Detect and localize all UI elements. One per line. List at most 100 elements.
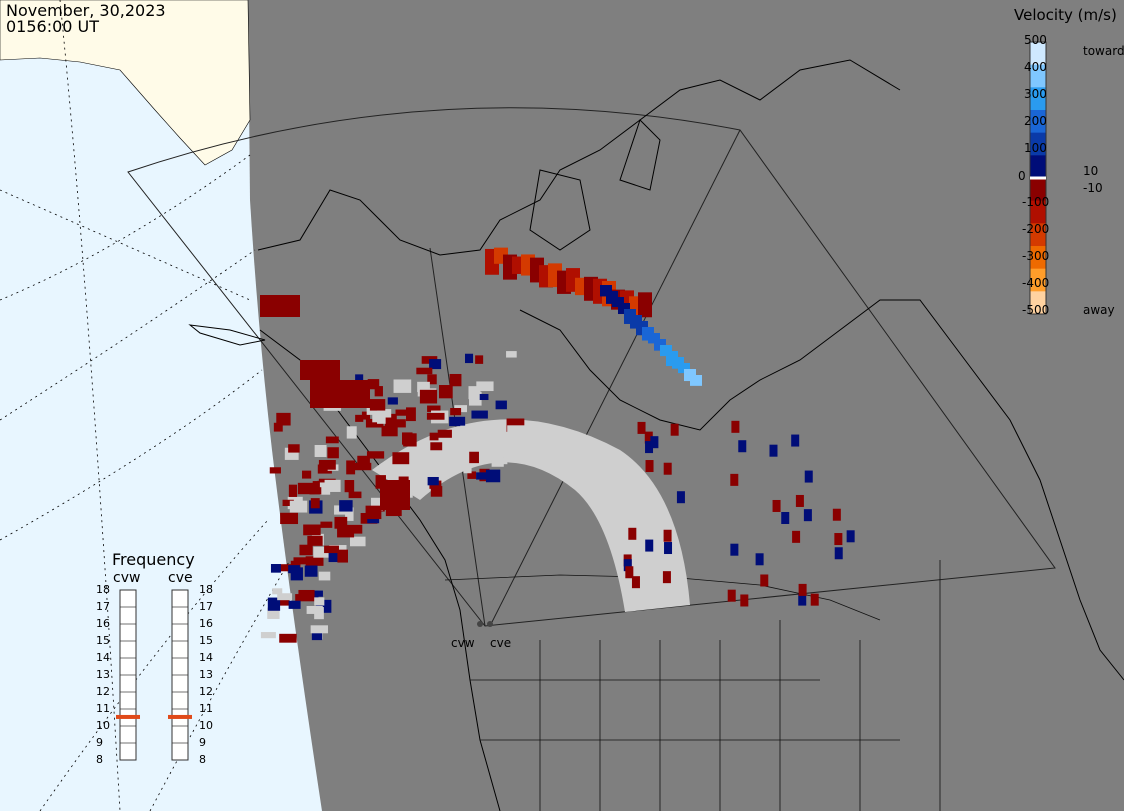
frequency-tick-label: 8 (96, 753, 103, 766)
colorbar-swatch (1030, 268, 1046, 292)
echo-cell (313, 546, 331, 558)
echo-cell (288, 600, 301, 609)
echo-cell (760, 574, 769, 587)
echo-cell (755, 553, 764, 566)
echo-cell (628, 527, 637, 540)
echo-cells (260, 247, 855, 643)
velocity-title: Velocity (m/s) (1014, 6, 1117, 24)
echo-cell (476, 381, 494, 392)
echo-cell (365, 505, 382, 520)
frequency-tick-label: 14 (199, 651, 213, 664)
echo-cell (426, 412, 445, 420)
echo-cell (365, 418, 384, 428)
echo-cell (355, 374, 364, 382)
echo-cell (324, 545, 339, 554)
echo-cell (449, 373, 462, 387)
colorbar-tick-label: 10 (1083, 164, 1099, 178)
echo-cell (419, 389, 438, 404)
colorbar-tick-label: -500 (1022, 303, 1050, 317)
echo-cell (339, 500, 353, 512)
colorbar-tick-label: 100 (1024, 141, 1047, 155)
echo-cell (325, 436, 339, 444)
echo-cell (320, 521, 333, 528)
colorbar-swatch (1030, 110, 1046, 134)
echo-cell (289, 500, 308, 513)
echo-cell (663, 462, 672, 475)
echo-cell (370, 497, 383, 511)
echo-cell (260, 295, 300, 317)
radar-label-cve: cve (490, 636, 512, 650)
echo-cell (730, 473, 739, 486)
echo-cell (280, 512, 299, 525)
echo-cell (618, 303, 630, 315)
echo-cell (318, 571, 331, 581)
away-label: away (1083, 303, 1115, 317)
echo-cell (280, 564, 296, 572)
echo-cell (429, 432, 439, 441)
echo-cell (269, 467, 281, 474)
frequency-tick-label: 15 (96, 634, 110, 647)
echo-cell (645, 539, 654, 552)
echo-cell (430, 486, 443, 497)
echo-cell (798, 583, 807, 596)
echo-cell (345, 524, 363, 534)
echo-cell (279, 633, 297, 643)
borders (444, 560, 941, 811)
echo-cell (506, 351, 517, 358)
night-shading (248, 0, 1124, 811)
echo-cell (834, 547, 843, 560)
echo-cell (450, 408, 462, 416)
echo-cell (344, 480, 355, 493)
echo-cell (427, 405, 441, 412)
frequency-tick-label: 14 (96, 651, 110, 664)
colorbar-swatch (1030, 132, 1046, 156)
echo-cell (631, 576, 640, 589)
echo-cell (645, 460, 654, 473)
echo-cell (314, 597, 325, 606)
echo-cell (260, 632, 276, 639)
echo-cell (288, 484, 298, 497)
frequency-marker (116, 714, 140, 719)
frequency-tick-label: 13 (96, 668, 110, 681)
echo-cell (290, 560, 301, 568)
frequency-tick-label: 10 (96, 719, 110, 732)
echo-cell (654, 339, 666, 351)
echo-cell (290, 567, 303, 581)
echo-cell (361, 411, 371, 420)
echo-cell (475, 355, 484, 364)
echo-cell (678, 363, 690, 374)
colorbar-tick-label: -200 (1022, 222, 1050, 236)
echo-cell (792, 530, 801, 543)
echo-cell (299, 544, 313, 556)
echo-cell (463, 460, 472, 474)
echo-cell (276, 412, 291, 426)
frequency-tick-label: 8 (199, 753, 206, 766)
echo-cell (267, 607, 280, 619)
echo-cell (846, 530, 855, 543)
ground-scatter-band (372, 419, 690, 612)
echo-cell (810, 593, 819, 606)
echo-cell (416, 367, 433, 375)
echo-cell (337, 549, 348, 563)
echo-cell (731, 420, 740, 433)
frequency-tick-label: 16 (96, 617, 110, 630)
echo-cell (306, 605, 323, 614)
echo-cell (307, 535, 323, 546)
colorbar-tick-label: 400 (1024, 60, 1047, 74)
echo-cell (366, 451, 385, 459)
echo-cell (367, 515, 380, 524)
frequency-tick-label: 10 (199, 719, 213, 732)
colorbar-tick-label: -400 (1022, 276, 1050, 290)
toward-label: toward (1083, 44, 1124, 58)
echo-cell (664, 542, 673, 555)
freq-radar-label-cve: cve (168, 570, 193, 586)
echo-cell (334, 516, 348, 529)
echo-cell (429, 359, 442, 370)
echo-cell (740, 594, 749, 607)
echo-cell (507, 425, 525, 436)
echo-cell (482, 451, 494, 461)
echo-cell (381, 425, 398, 437)
echo-cell (311, 629, 323, 641)
echo-cell (393, 379, 412, 393)
echo-cell (430, 442, 443, 451)
